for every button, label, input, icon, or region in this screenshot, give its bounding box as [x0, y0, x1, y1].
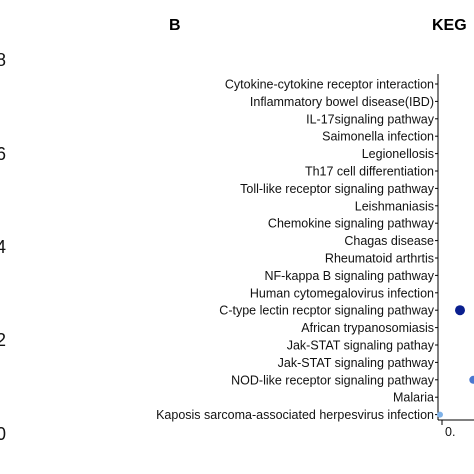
- left-panel-tick-label: 6: [0, 144, 6, 164]
- x-tick-label: 0.: [445, 425, 455, 439]
- y-tick-label: Chemokine signaling pathway: [268, 217, 435, 231]
- y-tick-label: Human cytomegalovirus infection: [250, 286, 434, 300]
- left-panel-tick-label: 2: [0, 330, 6, 350]
- y-tick-label: Kaposis sarcoma-associated herpesvirus i…: [156, 408, 434, 422]
- y-tick-label: Th17 cell differentiation: [305, 165, 434, 179]
- y-tick-label: C-type lectin recptor signaling pathway: [219, 304, 434, 318]
- data-points: [437, 305, 474, 418]
- y-tick-label: Jak-STAT signaling pathay: [287, 339, 435, 353]
- panel-label: B: [169, 17, 181, 34]
- y-tick-label: Cytokine-cytokine receptor interaction: [225, 78, 434, 92]
- data-point: [455, 305, 465, 316]
- left-panel-tick-label: 4: [0, 237, 6, 257]
- data-point: [437, 411, 443, 418]
- left-panel-tick-labels: 8 6 4 2 0: [0, 50, 6, 444]
- y-tick-label: African trypanosomiasis: [301, 321, 434, 335]
- left-panel-tick-label: 8: [0, 50, 6, 70]
- y-tick-label: Legionellosis: [362, 147, 434, 161]
- y-tick-label: NF-kappa B signaling pathway: [264, 269, 434, 283]
- left-panel-tick-label: 0: [0, 424, 6, 444]
- y-tick-label: NOD-like receptor signaling pathway: [231, 373, 435, 387]
- y-tick-label: Inflammatory bowel disease(IBD): [250, 95, 434, 109]
- y-tick-label: Leishmaniasis: [355, 199, 434, 213]
- category-labels: Cytokine-cytokine receptor interaction In…: [156, 78, 438, 422]
- y-tick-label: Chagas disease: [344, 234, 434, 248]
- y-tick-label: Toll-like receptor signaling pathway: [240, 182, 435, 196]
- data-point: [469, 375, 474, 384]
- chart-title: KEG: [432, 17, 467, 34]
- y-tick-label: IL-17signaling pathway: [306, 112, 435, 126]
- y-tick-label: Jak-STAT signaling pathway: [278, 356, 435, 370]
- y-tick-label: Malaria: [393, 391, 434, 405]
- y-tick-label: Rheumatoid arthrtis: [325, 252, 434, 266]
- y-tick-label: Saimonella infection: [322, 130, 434, 144]
